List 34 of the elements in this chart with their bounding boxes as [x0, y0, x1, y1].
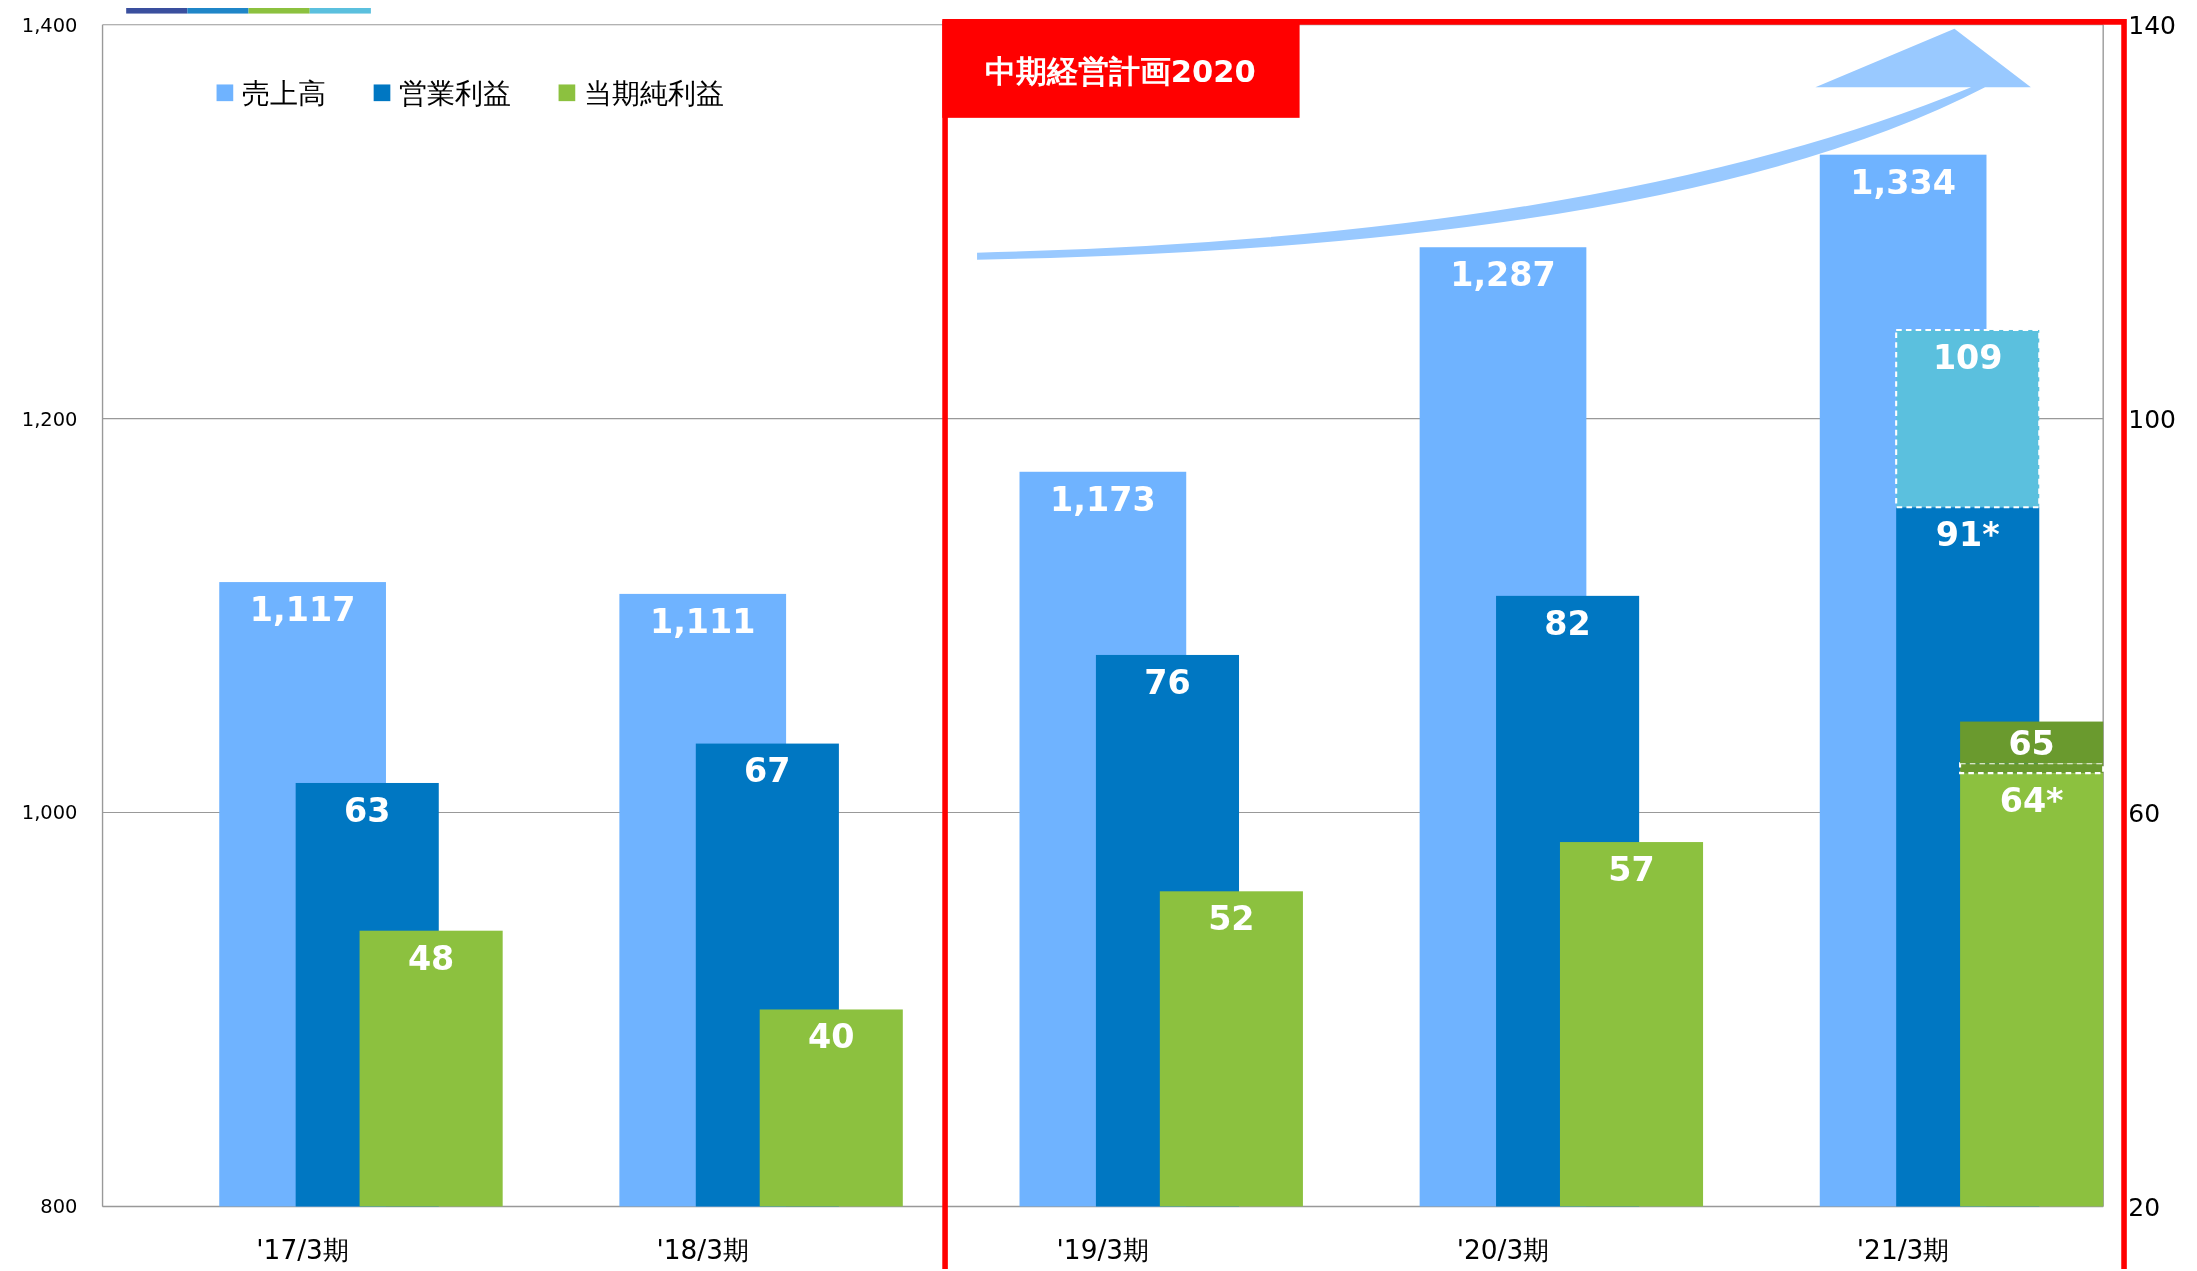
x-tick-label: '21/3期 — [1856, 1234, 1950, 1266]
y-tick-label: 1,200 — [21, 407, 78, 431]
y2-tick-label: 140 — [2128, 11, 2176, 41]
data-label: 1,111 — [649, 601, 756, 641]
annotation: 中期経営計画2020 — [984, 53, 1256, 89]
y-tick-label: 1,000 — [21, 801, 78, 825]
data-label: 63 — [344, 790, 391, 830]
data-label: 67 — [744, 751, 791, 791]
data-label: 1,287 — [1450, 255, 1556, 295]
x-tick-label: '17/3期 — [256, 1234, 349, 1266]
legend-label: 営業利益 — [398, 76, 511, 110]
data-label: 48 — [407, 938, 455, 978]
legend-label: 売上高 — [241, 76, 326, 110]
data-label: 64* — [1999, 781, 2064, 821]
data-label: 57 — [1608, 849, 1655, 889]
data-label: 76 — [1144, 662, 1191, 702]
data-label: 1,334 — [1850, 162, 1956, 202]
y2-tick-label: 100 — [2128, 405, 2176, 435]
data-label: 82 — [1544, 603, 1591, 643]
y2-tick-label: 20 — [2128, 1193, 2161, 1223]
y-tick-label: 1,400 — [21, 13, 78, 37]
y-tick-label: 800 — [40, 1195, 78, 1219]
x-tick-label: '18/3期 — [656, 1234, 750, 1266]
legend-label: 当期純利益 — [583, 76, 724, 110]
data-label: 40 — [808, 1017, 855, 1057]
data-label: 109 — [1932, 337, 2003, 377]
x-tick-label: '19/3期 — [1056, 1234, 1150, 1266]
x-tick-label: '20/3期 — [1456, 1234, 1550, 1266]
data-label: 91* — [1935, 515, 2000, 555]
y2-tick-label: 60 — [2128, 799, 2161, 829]
data-label: 1,173 — [1050, 479, 1156, 519]
data-label: 1,117 — [249, 590, 356, 630]
data-label: 52 — [1208, 899, 1255, 939]
data-label: 65 — [2008, 723, 2055, 763]
